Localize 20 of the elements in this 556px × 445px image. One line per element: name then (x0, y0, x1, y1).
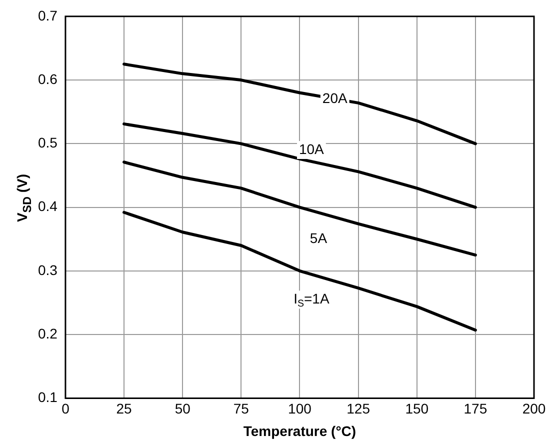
x-tick-label: 200 (522, 400, 546, 416)
y-tick-label: 0.1 (38, 389, 58, 406)
x-tick-label: 125 (346, 400, 370, 416)
x-tick-label: 50 (174, 400, 191, 416)
y-tick-label: 0.7 (38, 7, 58, 24)
annotation: 10A (298, 140, 325, 157)
annotation: 20A (322, 90, 348, 106)
y-tick-label: 0.2 (38, 325, 58, 342)
x-tick-label: 150 (405, 400, 429, 416)
x-tick-label: 0 (62, 400, 70, 416)
y-tick-label: 0.6 (38, 70, 58, 87)
x-tick-label: 25 (116, 400, 132, 416)
y-tick-label: 0.5 (38, 134, 58, 151)
y-tick-label: 0.4 (38, 198, 58, 214)
annotation: 5A (310, 230, 328, 246)
y-tick-label: 0.3 (38, 262, 58, 278)
x-tick-label: 175 (464, 400, 488, 416)
x-axis-title: Temperature (°C) (243, 422, 356, 439)
x-tick-label: 100 (288, 400, 312, 416)
x-tick-label: 75 (233, 400, 250, 416)
